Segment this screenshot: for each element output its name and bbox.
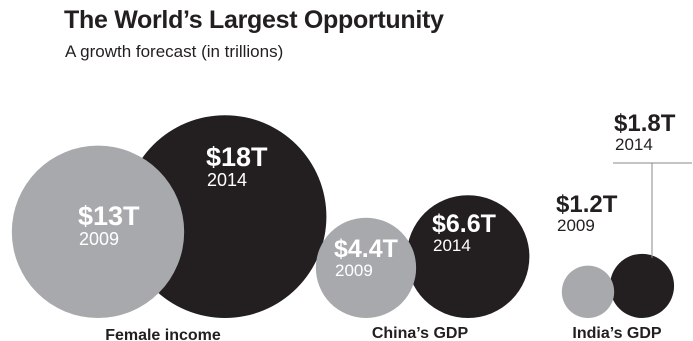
china-s-gdp-category-label: China’s GDP — [372, 325, 469, 341]
india-s-gdp-2014-value-label: $1.8T — [614, 110, 676, 137]
china-s-gdp-2014-bubble — [406, 195, 530, 318]
female-income-2014-year-label: 2014 — [207, 170, 247, 190]
female-income-2009-year-label: 2009 — [79, 229, 119, 249]
female-income-2009-bubble — [11, 145, 185, 318]
india-s-gdp-2014-year-label: 2014 — [615, 135, 653, 154]
india-s-gdp-2009-bubble — [561, 265, 615, 318]
female-income-2009-value-label: $13T — [78, 201, 140, 231]
india-s-gdp-2009-value-label: $1.2T — [556, 191, 618, 218]
india-s-gdp-2014-bubble — [609, 253, 675, 318]
china-s-gdp-2009-year-label: 2009 — [335, 261, 373, 280]
chart-subtitle: A growth forecast (in trillions) — [65, 42, 284, 61]
china-s-gdp-2014-value-label: $6.6T — [432, 210, 496, 238]
female-income-category-label: Female income — [105, 327, 221, 341]
china-s-gdp-2009-value-label: $4.4T — [334, 235, 398, 263]
china-s-gdp-2009-bubble — [315, 217, 417, 318]
china-s-gdp-2014-year-label: 2014 — [433, 236, 471, 255]
india-s-gdp-2009-year-label: 2009 — [557, 216, 595, 235]
chart-title: The World’s Largest Opportunity — [64, 6, 444, 34]
female-income-2014-value-label: $18T — [206, 142, 268, 172]
india-s-gdp-category-label: India’s GDP — [572, 325, 662, 341]
